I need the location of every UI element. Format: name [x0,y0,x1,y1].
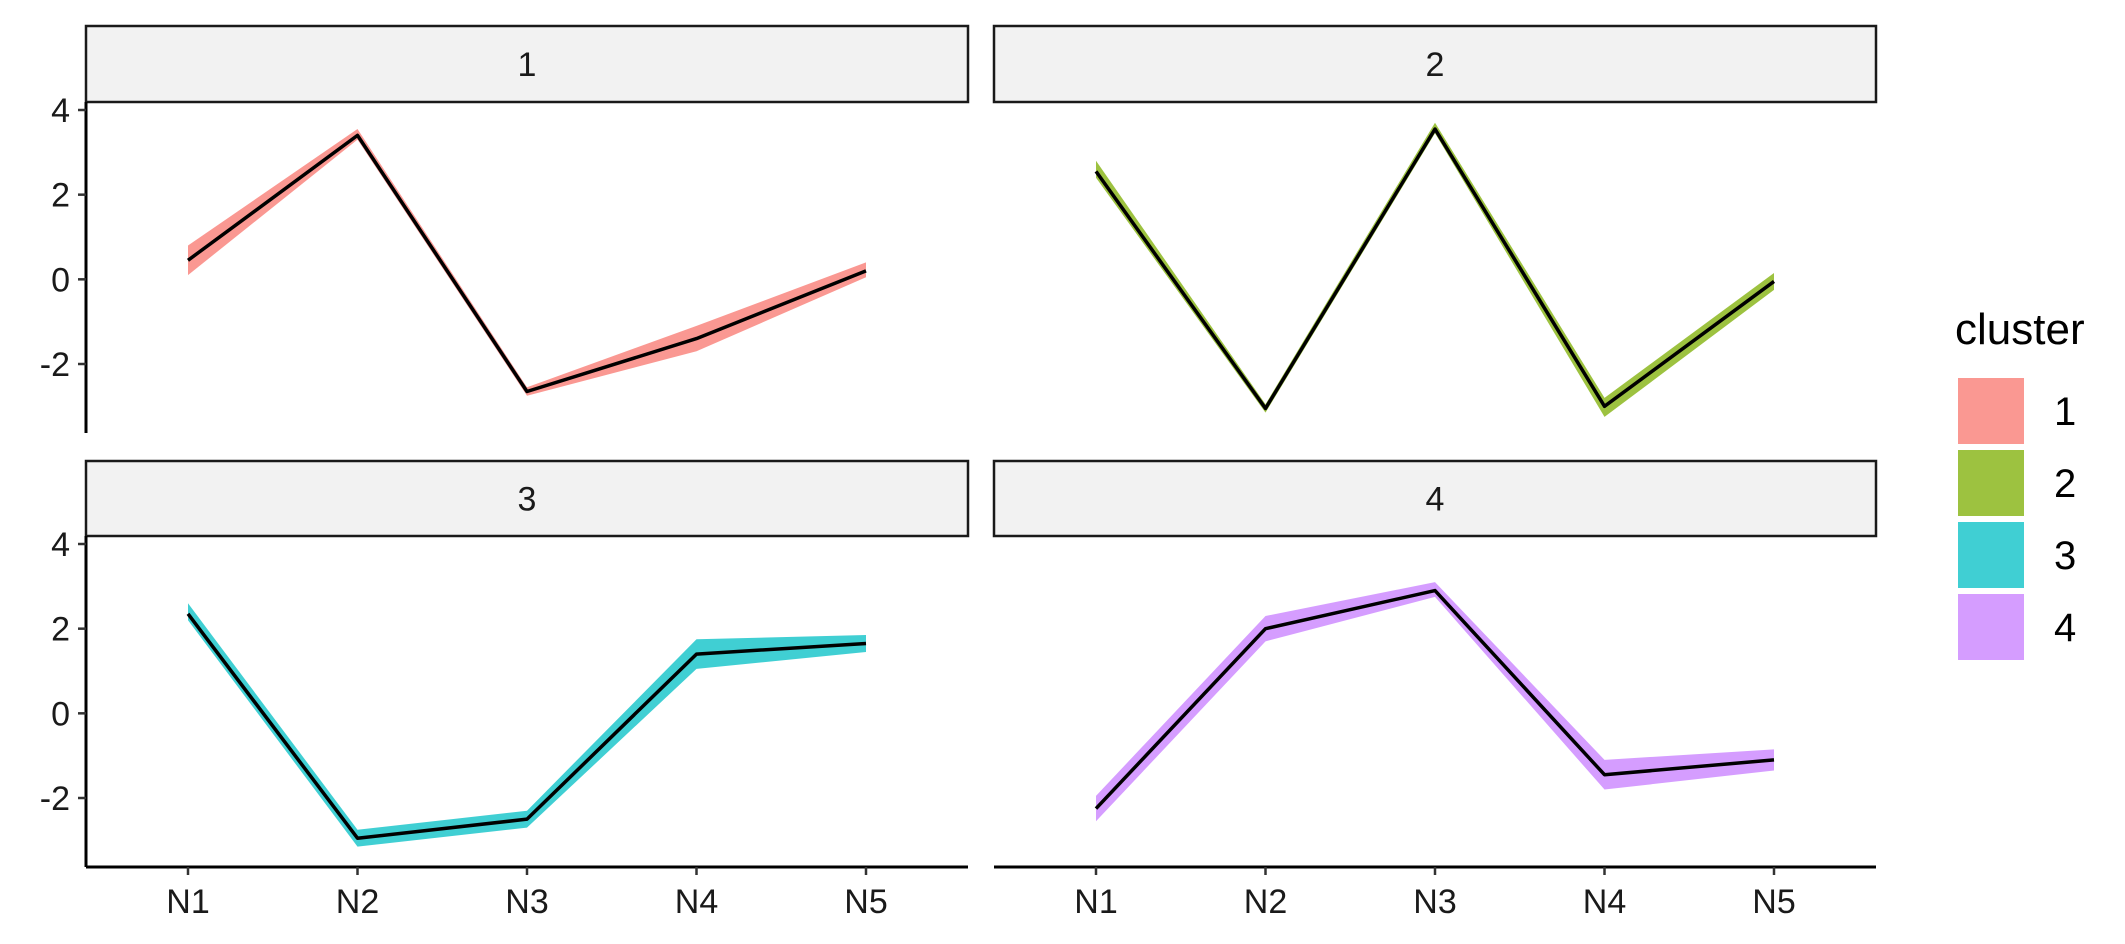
legend-swatch-4 [1958,594,2024,660]
y-tick-label: 2 [51,611,70,649]
x-tick-label: N2 [1244,883,1287,921]
facet-strip-label: 2 [1426,46,1445,84]
facet-panel-2: 2 [992,24,1878,417]
legend: cluster 1 2 3 4 [1955,305,2085,660]
x-tick-label: N5 [1752,883,1795,921]
legend-label-1: 1 [2054,390,2076,434]
legend-title: cluster [1955,305,2085,354]
legend-swatch-3 [1958,522,2024,588]
x-tick-label: N3 [505,883,548,921]
confidence-ribbon [1096,582,1774,822]
confidence-ribbon [1096,122,1774,417]
facet-strip-label: 1 [518,46,537,84]
legend-label-4: 4 [2054,606,2076,650]
y-tick-label: -2 [40,780,70,818]
legend-swatch-1 [1958,378,2024,444]
mean-line [1094,588,1775,810]
x-tick-label: N1 [166,883,209,921]
facet-strip [84,24,970,104]
y-tick-label: 2 [51,177,70,215]
mean-line [1094,127,1776,411]
facet-strip-label: 3 [518,481,537,519]
facet-panel-4: 4 N1 N2 N3 N4 N5 [992,459,1878,921]
facet-strip-label: 4 [1426,481,1445,519]
confidence-ribbon [188,603,866,847]
facet-panel-3: 3 -2 0 2 4 N1 N2 N3 N4 N5 [40,459,970,921]
facet-strip [84,459,970,538]
x-tick-label: N2 [336,883,379,921]
y-tick-label: 0 [51,261,70,299]
mean-line [186,133,867,394]
mean-line [186,612,867,840]
facet-strip [992,24,1878,104]
x-tick-label: N4 [1583,883,1626,921]
y-tick-label: -2 [40,346,70,384]
y-tick-label: 0 [51,695,70,733]
x-tick-label: N1 [1074,883,1117,921]
facet-strip [992,459,1878,538]
x-tick-label: N4 [675,883,718,921]
x-tick-label: N3 [1413,883,1456,921]
y-tick-label: 4 [51,526,70,564]
facet-panel-1: 1 -2 0 2 4 [40,24,970,433]
y-tick-label: 4 [51,92,70,130]
legend-label-3: 3 [2054,534,2076,578]
confidence-ribbon [188,129,866,396]
legend-swatch-2 [1958,450,2024,516]
legend-label-2: 2 [2054,462,2076,506]
x-tick-label: N5 [844,883,887,921]
